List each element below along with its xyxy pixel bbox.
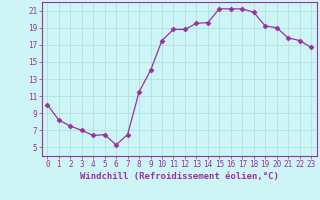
X-axis label: Windchill (Refroidissement éolien,°C): Windchill (Refroidissement éolien,°C) [80, 172, 279, 181]
